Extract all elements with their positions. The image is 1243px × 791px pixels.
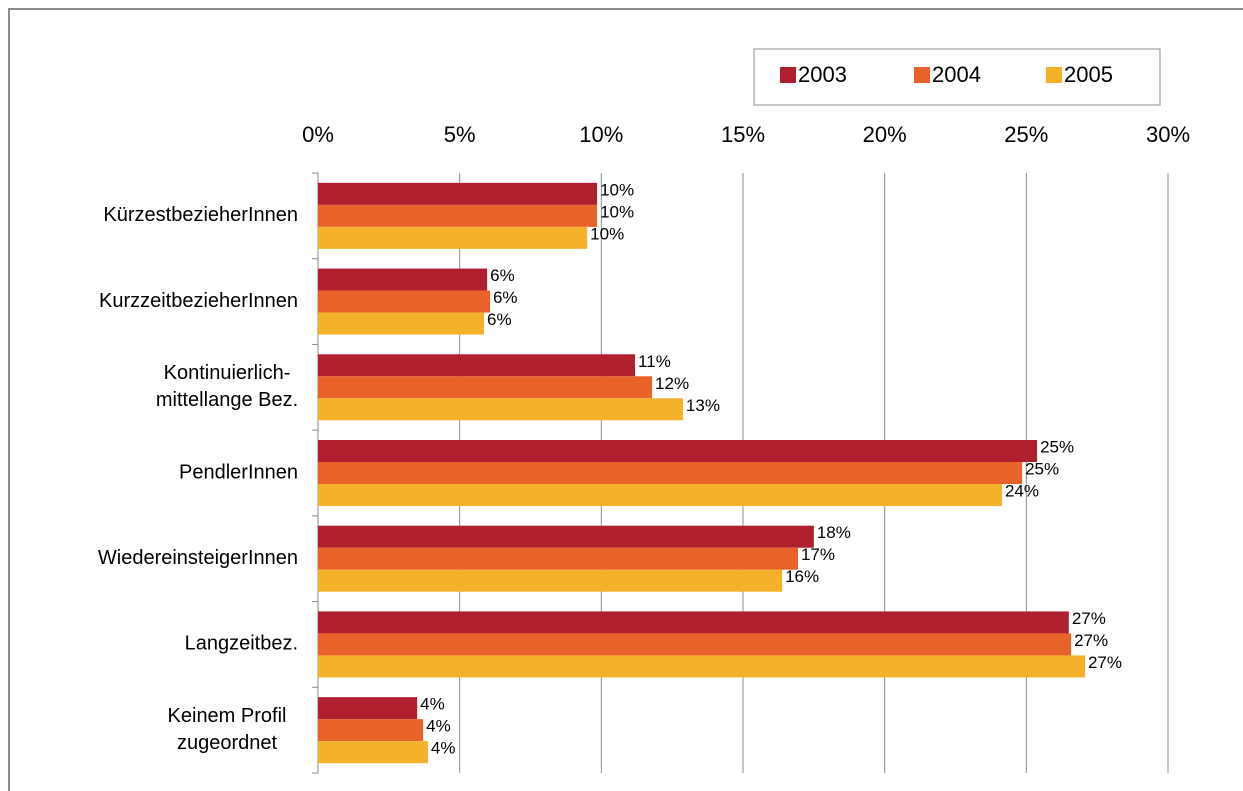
value-label: 4% [431, 739, 456, 758]
bar [318, 741, 428, 764]
bar [318, 182, 598, 205]
value-label: 4% [426, 717, 451, 736]
bar [318, 204, 598, 227]
value-label: 17% [801, 545, 835, 564]
value-label: 6% [490, 266, 515, 285]
bar [318, 376, 653, 399]
legend-label: 2004 [932, 62, 981, 87]
y-tick-label: Langzeitbez. [185, 633, 298, 655]
bar [318, 462, 1023, 484]
bar [318, 398, 683, 421]
x-tick-label: 20% [863, 122, 907, 147]
value-label: 13% [686, 396, 720, 415]
value-label: 18% [817, 523, 851, 542]
value-label: 27% [1072, 609, 1106, 628]
x-tick-label: 25% [1004, 122, 1048, 147]
legend-label: 2003 [798, 62, 847, 87]
bar [318, 655, 1085, 678]
value-label: 6% [487, 310, 512, 329]
bar [318, 312, 485, 335]
legend-swatch [780, 67, 796, 83]
y-tick-label: KürzestbezieherInnen [103, 204, 298, 226]
bar [318, 268, 488, 291]
bar [318, 290, 490, 313]
x-tick-label: 0% [302, 122, 334, 147]
bar [318, 440, 1038, 462]
y-tick-label: WiedereinsteigerInnen [98, 547, 298, 569]
bar [318, 226, 588, 249]
value-label: 10% [590, 224, 624, 243]
y-tick-label: KurzzeitbezieherInnen [99, 290, 298, 312]
x-tick-label: 15% [721, 122, 765, 147]
value-label: 11% [638, 352, 671, 371]
value-label: 10% [600, 202, 634, 221]
value-label: 25% [1040, 437, 1074, 456]
bar [318, 547, 798, 570]
y-tick-label: Keinem Profil [168, 705, 287, 727]
legend-label: 2005 [1064, 62, 1113, 87]
value-label: 24% [1005, 481, 1039, 500]
bar [318, 354, 636, 377]
value-label: 12% [655, 374, 689, 393]
y-tick-label: Kontinuierlich- [164, 362, 291, 384]
value-label: 10% [600, 180, 634, 199]
legend-swatch [1046, 67, 1062, 83]
x-tick-label: 5% [444, 122, 476, 147]
y-tick-label: PendlerInnen [179, 461, 298, 483]
value-label: 27% [1074, 631, 1108, 650]
value-label: 6% [493, 288, 518, 307]
value-label: 27% [1088, 653, 1122, 672]
x-tick-label: 10% [579, 122, 623, 147]
value-label: 4% [420, 695, 445, 714]
bar [318, 697, 418, 720]
y-tick-label: zugeordnet [177, 732, 278, 754]
bar [318, 569, 783, 592]
y-tick-label: mittellange Bez. [156, 389, 298, 411]
bar [318, 719, 424, 742]
x-tick-label: 30% [1146, 122, 1190, 147]
legend-swatch [914, 67, 930, 83]
bar [318, 484, 1002, 506]
legend-box [753, 48, 1161, 106]
bar [318, 611, 1069, 634]
value-label: 16% [785, 567, 819, 586]
bar [318, 525, 814, 548]
bar [318, 633, 1072, 656]
value-label: 25% [1025, 459, 1059, 478]
